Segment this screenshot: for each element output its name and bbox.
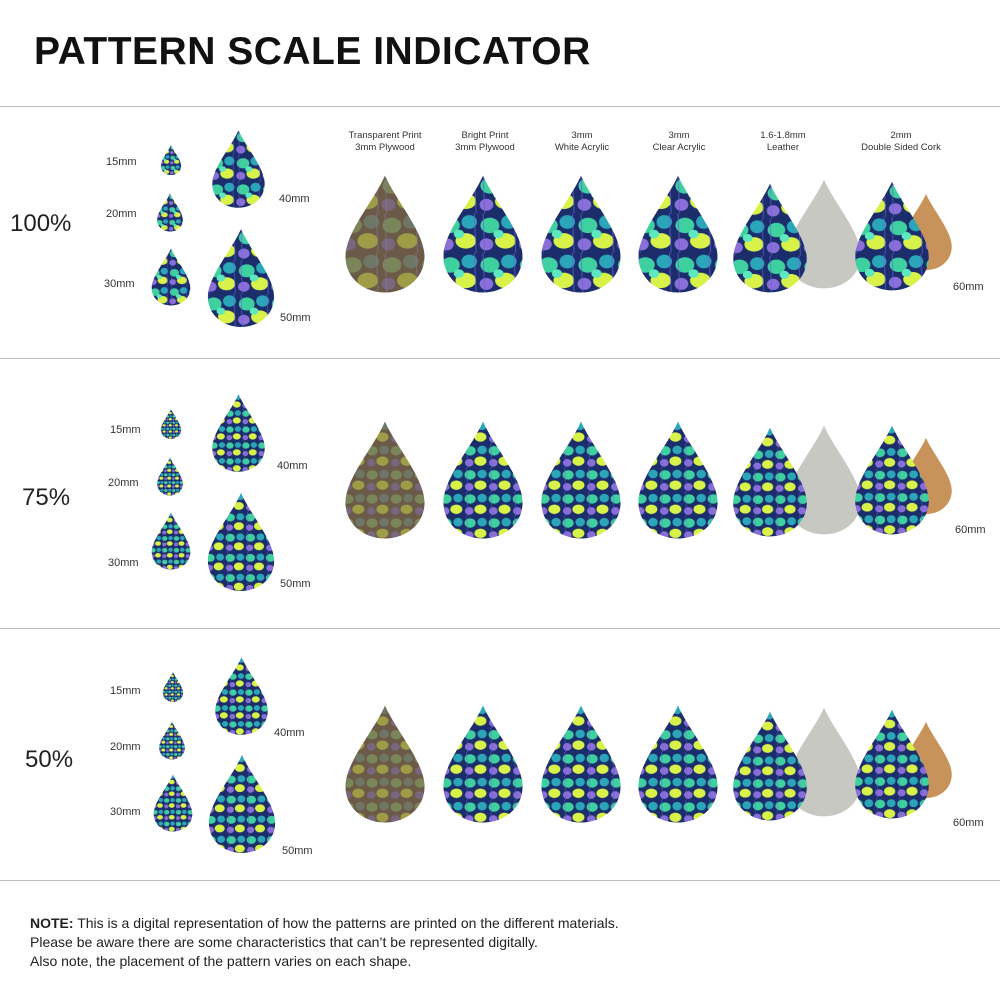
material-drop-cork [852,420,932,540]
scale-label-50: 50% [25,746,74,773]
note-line-3: Also note, the placement of the pattern … [30,953,412,969]
size-label-40mm: 40mm [277,460,308,472]
drop-40mm [210,392,267,474]
drop-15mm [162,671,184,703]
divider-1 [0,358,1000,359]
drop-20mm [158,720,186,761]
material-drop-clear-acrylic [635,172,721,296]
material-drop-leather [730,422,810,542]
note-lead: NOTE: [30,915,74,931]
drop-15mm [160,144,182,176]
material-drop-leather [730,178,810,298]
material-drop-white-acrylic [538,418,624,542]
material-drop-clear-acrylic [635,418,721,542]
drop-50mm [205,226,277,330]
size-label-50mm: 50mm [280,578,311,590]
material-drop-bright-plywood [440,702,526,826]
size-label-15mm: 15mm [110,424,141,436]
divider-top [0,106,1000,107]
material-size-label-60mm: 60mm [953,817,984,829]
material-drop-leather [730,706,810,826]
material-drop-white-acrylic [538,172,624,296]
size-label-15mm: 15mm [110,685,141,697]
material-drop-bright-plywood [440,418,526,542]
size-label-50mm: 50mm [282,845,313,857]
material-drop-clear-acrylic [635,702,721,826]
divider-2 [0,628,1000,629]
size-label-20mm: 20mm [108,477,139,489]
material-header-cork: 2mm Double Sided Cork [861,130,941,153]
material-drop-cork [852,704,932,824]
size-label-40mm: 40mm [274,727,305,739]
material-drop-transparent-plywood [342,702,428,826]
footer-note: NOTE: This is a digital representation o… [30,914,970,971]
size-label-50mm: 50mm [280,312,311,324]
size-label-20mm: 20mm [110,741,141,753]
size-label-20mm: 20mm [106,208,137,220]
material-size-label-60mm: 60mm [955,524,986,536]
material-drop-bright-plywood [440,172,526,296]
size-label-30mm: 30mm [110,806,141,818]
drop-15mm [160,408,182,440]
size-label-40mm: 40mm [279,193,310,205]
material-drop-white-acrylic [538,702,624,826]
divider-bottom [0,880,1000,881]
note-line-1: NOTE: This is a digital representation o… [30,915,619,931]
drop-40mm [213,655,270,737]
material-header-white-acrylic: 3mm White Acrylic [554,130,610,153]
page-title: PATTERN SCALE INDICATOR [34,30,591,73]
material-header-bright-plywood: Bright Print 3mm Plywood [455,130,515,153]
scale-label-100: 100% [10,210,72,237]
scale-label-75: 75% [22,484,71,511]
size-label-15mm: 15mm [106,156,137,168]
note-line-2: Please be aware there are some character… [30,934,538,950]
drop-50mm [205,490,277,594]
drop-30mm [152,772,194,834]
material-header-leather: 1.6-1.8mm Leather [760,130,806,153]
material-drop-cork [852,176,932,296]
material-drop-transparent-plywood [342,172,428,296]
material-drop-transparent-plywood [342,418,428,542]
material-size-label-60mm: 60mm [953,281,984,293]
drop-30mm [150,246,192,308]
drop-30mm [150,510,192,572]
material-header-clear-acrylic: 3mm Clear Acrylic [652,130,706,153]
drop-50mm [206,752,278,856]
drop-20mm [156,192,184,233]
material-header-transparent-plywood: Transparent Print 3mm Plywood [348,130,422,153]
drop-20mm [156,456,184,497]
size-label-30mm: 30mm [108,557,139,569]
drop-40mm [210,128,267,210]
size-label-30mm: 30mm [104,278,135,290]
